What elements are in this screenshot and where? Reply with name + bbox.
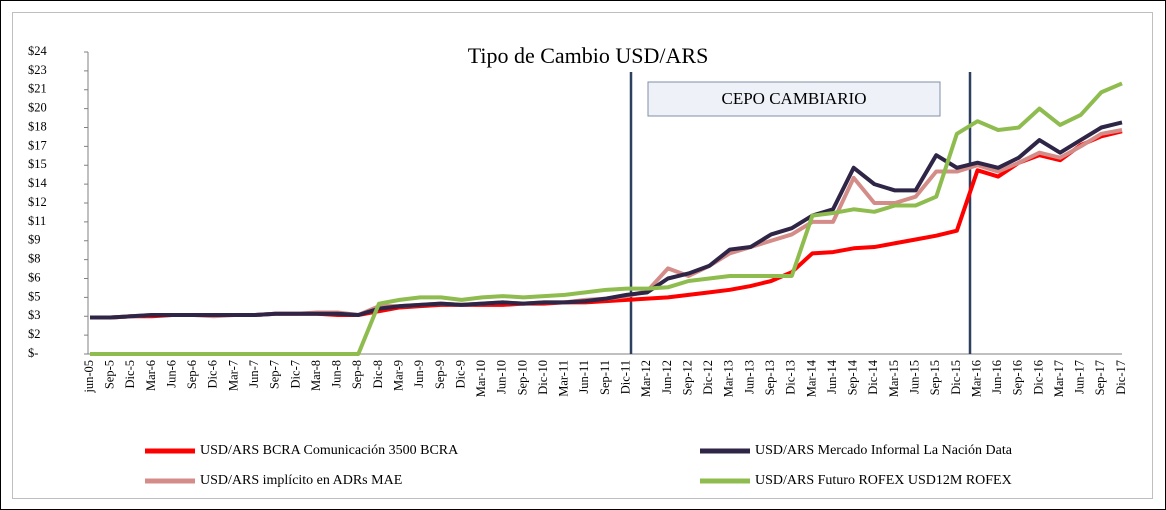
y-tick-label: $2	[28, 327, 41, 341]
y-tick-label: $15	[28, 157, 47, 171]
x-tick-label: Mar-9	[391, 360, 405, 391]
x-tick-label: Mar-17	[1052, 360, 1066, 397]
x-tick-label: Mar-7	[226, 360, 240, 391]
x-tick-label: Mar-6	[144, 360, 158, 391]
y-tick-label: $3	[28, 308, 41, 322]
y-tick-label: $6	[28, 270, 41, 284]
x-tick-label: Sep-11	[598, 360, 612, 395]
x-tick-label: Dic-5	[123, 360, 137, 388]
legend-label: USD/ARS Mercado Informal La Nación Data	[755, 443, 1013, 458]
x-tick-label: Dic-13	[784, 360, 798, 395]
chart-border	[12, 12, 1153, 499]
legend-label: USD/ARS BCRA Comunicación 3500 BCRA	[200, 443, 459, 458]
x-tick-label: Jun-10	[495, 360, 509, 394]
x-tick-label: Dic-7	[288, 360, 302, 388]
x-tick-label: Jun-15	[907, 360, 921, 394]
y-tick-label: $11	[28, 214, 46, 228]
chart-title: Tipo de Cambio USD/ARS	[468, 43, 709, 68]
x-tick-label: Dic-11	[619, 360, 633, 394]
x-tick-label: Mar-12	[639, 360, 653, 397]
x-tick-label: Jun-8	[330, 360, 344, 388]
x-tick-label: Jun-7	[247, 360, 261, 388]
x-tick-label: Dic-6	[206, 360, 220, 388]
x-tick-label: Mar-14	[804, 359, 818, 397]
y-tick-label: $14	[28, 176, 48, 190]
x-tick-label: Dic-15	[949, 360, 963, 395]
x-tick-label: Mar-13	[722, 360, 736, 397]
x-tick-label: Jun-17	[1073, 360, 1087, 394]
x-tick-label: Dic-10	[536, 360, 550, 395]
x-tick-label: Jun-6	[164, 360, 178, 388]
series-line	[90, 81, 1123, 356]
x-tick-label: Sep-16	[1011, 360, 1025, 395]
x-tick-label: Dic-8	[371, 360, 385, 388]
x-tick-label: Jun-13	[742, 360, 756, 394]
x-tick-label: Dic-14	[866, 359, 880, 394]
series-line	[90, 120, 1123, 320]
x-tick-label: Dic-12	[701, 360, 715, 395]
y-tick-label: $17	[28, 138, 47, 152]
y-tick-label: $24	[28, 44, 48, 58]
y-tick-label: $20	[28, 101, 47, 115]
x-tick-label: Sep-14	[846, 359, 860, 395]
annotation-box	[647, 81, 941, 117]
x-tick-label: Sep-9	[433, 360, 447, 389]
x-tick-label: Sep-5	[103, 360, 117, 389]
legend-label: USD/ARS implícito en ADRs MAE	[200, 473, 402, 488]
x-tick-label: Sep-17	[1093, 360, 1107, 395]
annotation: CEPO CAMBIARIO	[722, 89, 867, 108]
x-tick-label: Mar-16	[969, 360, 983, 397]
x-tick-label: Jun-16	[990, 360, 1004, 394]
x-tick-label: Jun-12	[660, 360, 674, 394]
x-tick-label: Sep-8	[350, 360, 364, 389]
x-tick-label: Jun-9	[412, 360, 426, 388]
x-tick-label: Jun-14	[825, 359, 839, 394]
x-tick-label: Jun-11	[577, 360, 591, 394]
y-tick-label: $18	[28, 119, 47, 133]
y-tick-label: $23	[28, 63, 47, 77]
x-tick-label: Sep-10	[515, 360, 529, 395]
y-tick-label: $5	[28, 289, 41, 303]
x-tick-label: Sep-6	[185, 360, 199, 389]
y-tick-label: $8	[28, 252, 41, 266]
legend-label: USD/ARS Futuro ROFEX USD12M ROFEX	[755, 473, 1012, 488]
x-tick-label: Sep-12	[680, 360, 694, 395]
x-tick-label: jun-05	[82, 360, 96, 394]
y-tick-label: $12	[28, 195, 47, 209]
x-tick-label: Dic-17	[1114, 360, 1128, 395]
x-tick-label: Dic-16	[1031, 360, 1045, 395]
x-tick-label: Mar-8	[309, 360, 323, 391]
x-tick-label: Sep-13	[763, 360, 777, 395]
x-tick-label: Mar-15	[887, 360, 901, 397]
x-tick-label: Dic-9	[453, 360, 467, 388]
x-tick-label: Mar-10	[474, 360, 488, 397]
x-tick-label: Sep-15	[928, 360, 942, 395]
x-tick-label: Sep-7	[268, 360, 282, 389]
y-tick-label: $21	[28, 82, 47, 96]
x-tick-label: Mar-11	[557, 360, 571, 397]
y-tick-label: $9	[28, 233, 41, 247]
y-tick-label: $-	[28, 346, 38, 360]
